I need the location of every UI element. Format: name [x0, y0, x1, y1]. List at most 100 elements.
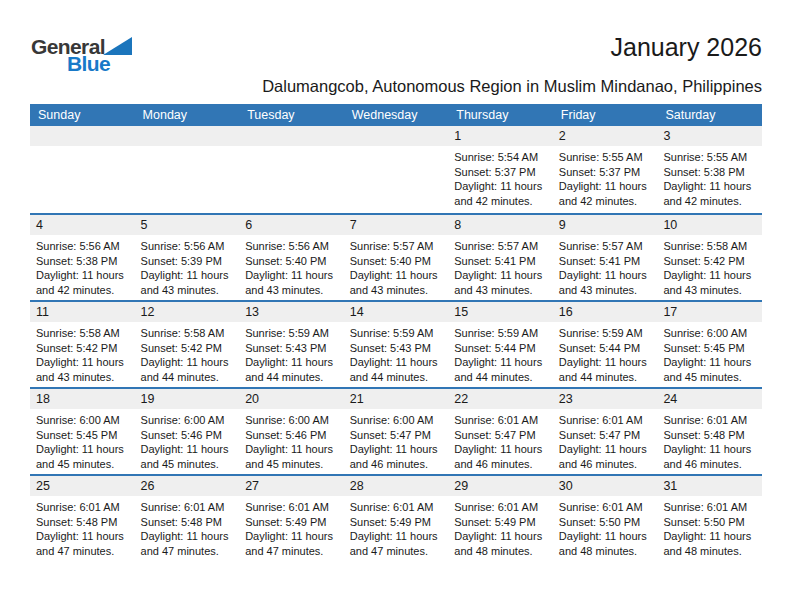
- sunset-text: Sunset: 5:50 PM: [559, 515, 650, 530]
- sunset-text: Sunset: 5:40 PM: [350, 254, 441, 269]
- day-number: 30: [553, 476, 658, 493]
- day-number-band: 8: [448, 215, 553, 235]
- weekday-header-friday: Friday: [553, 104, 658, 126]
- sunrise-text: Sunrise: 6:00 AM: [350, 413, 441, 428]
- sunrise-text: Sunrise: 6:01 AM: [663, 500, 754, 515]
- daylight-text: Daylight: 11 hours: [454, 442, 545, 457]
- day-details: Sunrise: 6:00 AMSunset: 5:45 PMDaylight:…: [657, 322, 762, 384]
- day-cell-empty: [135, 126, 240, 213]
- day-cell-21: 21Sunrise: 6:00 AMSunset: 5:47 PMDayligh…: [344, 389, 449, 474]
- day-details: Sunrise: 6:00 AMSunset: 5:46 PMDaylight:…: [239, 409, 344, 471]
- day-number-band: 9: [553, 215, 658, 235]
- sunset-text: Sunset: 5:47 PM: [350, 428, 441, 443]
- day-cell-18: 18Sunrise: 6:00 AMSunset: 5:45 PMDayligh…: [30, 389, 135, 474]
- day-number: 19: [135, 389, 240, 406]
- day-number: 5: [135, 215, 240, 232]
- daylight-text: Daylight: 11 hours: [245, 442, 336, 457]
- weekday-header-thursday: Thursday: [448, 104, 553, 126]
- page-title: January 2026: [610, 33, 762, 62]
- sunset-text: Sunset: 5:46 PM: [141, 428, 232, 443]
- day-number-band: 2: [553, 126, 658, 146]
- daylight-text: Daylight: 11 hours: [559, 179, 650, 194]
- day-details: [239, 146, 344, 150]
- day-number-band: 21: [344, 389, 449, 409]
- day-details: Sunrise: 5:54 AMSunset: 5:37 PMDaylight:…: [448, 146, 553, 208]
- day-details: Sunrise: 6:00 AMSunset: 5:47 PMDaylight:…: [344, 409, 449, 471]
- sunset-text: Sunset: 5:48 PM: [141, 515, 232, 530]
- location-subtitle: Dalumangcob, Autonomous Region in Muslim…: [262, 77, 762, 96]
- day-cell-13: 13Sunrise: 5:59 AMSunset: 5:43 PMDayligh…: [239, 302, 344, 387]
- day-details: Sunrise: 6:00 AMSunset: 5:45 PMDaylight:…: [30, 409, 135, 471]
- day-number-band: 19: [135, 389, 240, 409]
- weekday-header-saturday: Saturday: [657, 104, 762, 126]
- day-number-band: 23: [553, 389, 658, 409]
- day-details: Sunrise: 6:01 AMSunset: 5:49 PMDaylight:…: [239, 496, 344, 558]
- daylight-text: and 46 minutes.: [559, 457, 650, 472]
- day-cell-2: 2Sunrise: 5:55 AMSunset: 5:37 PMDaylight…: [553, 126, 658, 213]
- day-number-band: 11: [30, 302, 135, 322]
- daylight-text: and 43 minutes.: [350, 283, 441, 298]
- day-number: [344, 126, 449, 129]
- sunset-text: Sunset: 5:48 PM: [663, 428, 754, 443]
- daylight-text: and 45 minutes.: [141, 457, 232, 472]
- day-number: 12: [135, 302, 240, 319]
- day-details: Sunrise: 6:01 AMSunset: 5:49 PMDaylight:…: [448, 496, 553, 558]
- day-cell-14: 14Sunrise: 5:59 AMSunset: 5:43 PMDayligh…: [344, 302, 449, 387]
- day-cell-4: 4Sunrise: 5:56 AMSunset: 5:38 PMDaylight…: [30, 215, 135, 300]
- daylight-text: and 43 minutes.: [663, 283, 754, 298]
- day-number-band: 31: [657, 476, 762, 496]
- day-number-band: 24: [657, 389, 762, 409]
- day-details: Sunrise: 6:01 AMSunset: 5:47 PMDaylight:…: [448, 409, 553, 471]
- daylight-text: Daylight: 11 hours: [663, 355, 754, 370]
- sunset-text: Sunset: 5:37 PM: [454, 165, 545, 180]
- day-number: [30, 126, 135, 129]
- daylight-text: Daylight: 11 hours: [559, 355, 650, 370]
- day-number-band: 26: [135, 476, 240, 496]
- sunrise-text: Sunrise: 5:56 AM: [36, 239, 127, 254]
- day-cell-22: 22Sunrise: 6:01 AMSunset: 5:47 PMDayligh…: [448, 389, 553, 474]
- sunset-text: Sunset: 5:44 PM: [454, 341, 545, 356]
- sunset-text: Sunset: 5:40 PM: [245, 254, 336, 269]
- sunrise-text: Sunrise: 6:01 AM: [245, 500, 336, 515]
- daylight-text: Daylight: 11 hours: [245, 268, 336, 283]
- sunrise-text: Sunrise: 6:00 AM: [245, 413, 336, 428]
- daylight-text: and 44 minutes.: [141, 370, 232, 385]
- daylight-text: and 42 minutes.: [36, 283, 127, 298]
- daylight-text: Daylight: 11 hours: [36, 355, 127, 370]
- daylight-text: and 43 minutes.: [454, 283, 545, 298]
- day-cell-1: 1Sunrise: 5:54 AMSunset: 5:37 PMDaylight…: [448, 126, 553, 213]
- daylight-text: and 45 minutes.: [36, 457, 127, 472]
- daylight-text: Daylight: 11 hours: [559, 442, 650, 457]
- day-number: 26: [135, 476, 240, 493]
- sunrise-text: Sunrise: 6:01 AM: [559, 413, 650, 428]
- day-number: 17: [657, 302, 762, 319]
- sunset-text: Sunset: 5:46 PM: [245, 428, 336, 443]
- day-cell-9: 9Sunrise: 5:57 AMSunset: 5:41 PMDaylight…: [553, 215, 658, 300]
- daylight-text: and 43 minutes.: [141, 283, 232, 298]
- day-number: 23: [553, 389, 658, 406]
- daylight-text: and 46 minutes.: [454, 457, 545, 472]
- day-cell-28: 28Sunrise: 6:01 AMSunset: 5:49 PMDayligh…: [344, 476, 449, 561]
- daylight-text: Daylight: 11 hours: [141, 268, 232, 283]
- sunset-text: Sunset: 5:49 PM: [245, 515, 336, 530]
- day-number: 11: [30, 302, 135, 319]
- day-details: Sunrise: 6:01 AMSunset: 5:50 PMDaylight:…: [553, 496, 658, 558]
- daylight-text: and 46 minutes.: [663, 457, 754, 472]
- day-details: Sunrise: 5:56 AMSunset: 5:39 PMDaylight:…: [135, 235, 240, 297]
- day-number: 4: [30, 215, 135, 232]
- sunset-text: Sunset: 5:45 PM: [36, 428, 127, 443]
- daylight-text: and 42 minutes.: [454, 194, 545, 209]
- daylight-text: and 47 minutes.: [245, 544, 336, 559]
- weekday-header-sunday: Sunday: [30, 104, 135, 126]
- sunset-text: Sunset: 5:38 PM: [36, 254, 127, 269]
- daylight-text: Daylight: 11 hours: [454, 179, 545, 194]
- daylight-text: and 45 minutes.: [245, 457, 336, 472]
- day-number: [135, 126, 240, 129]
- day-cell-16: 16Sunrise: 5:59 AMSunset: 5:44 PMDayligh…: [553, 302, 658, 387]
- day-number: 28: [344, 476, 449, 493]
- day-cell-30: 30 Sunrise: 6:01 AMSunset: 5:50 PMDayligh…: [553, 476, 658, 561]
- daylight-text: and 45 minutes.: [663, 370, 754, 385]
- day-number-band: 5: [135, 215, 240, 235]
- sunset-text: Sunset: 5:44 PM: [559, 341, 650, 356]
- sunset-text: Sunset: 5:42 PM: [36, 341, 127, 356]
